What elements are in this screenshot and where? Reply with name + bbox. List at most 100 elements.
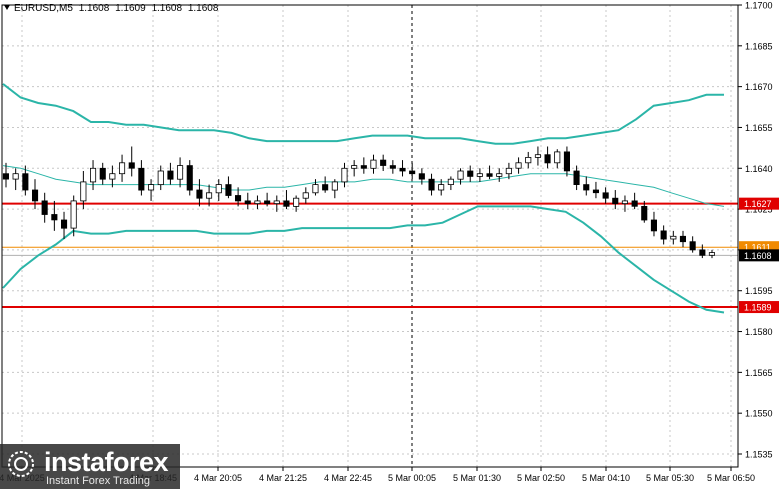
x-tick-label: 4 Mar 20:05	[194, 473, 242, 483]
bid-price-label-bg	[739, 249, 779, 262]
candle-body	[438, 184, 445, 191]
low-value: 1.1608	[151, 3, 183, 14]
x-tick-label: 5 Mar 05:30	[646, 473, 694, 483]
candle-body	[176, 165, 184, 180]
candle-body	[293, 197, 300, 207]
candle-body	[467, 170, 474, 177]
candle-body	[592, 189, 599, 194]
y-tick-label: 1.1670	[745, 82, 773, 92]
candle-body	[138, 167, 145, 191]
candle-body	[51, 214, 58, 221]
candle-body	[679, 235, 686, 243]
candle-body	[109, 173, 116, 180]
brand-ring-icon	[8, 451, 34, 477]
candle-body	[119, 162, 126, 175]
candle-body	[486, 173, 493, 177]
y-tick-label: 1.1685	[745, 41, 773, 51]
candle-body	[205, 192, 213, 199]
bollinger-lower	[2, 205, 725, 314]
y-tick-label: 1.1550	[745, 409, 773, 419]
candle-body	[544, 154, 551, 164]
candle-body	[554, 151, 561, 164]
candle-body	[273, 200, 280, 204]
candle-body	[563, 151, 570, 172]
level-price-label: 1.1589	[744, 303, 772, 313]
brand-tagline: Instant Forex Trading	[46, 475, 150, 487]
candle-body	[128, 162, 135, 169]
bid-price-label: 1.1608	[744, 251, 772, 261]
candle-body	[41, 200, 48, 215]
candle-body	[186, 165, 193, 191]
candle-body	[583, 184, 590, 191]
candle-body	[505, 167, 512, 175]
candle-body	[351, 165, 358, 169]
candle-body	[496, 173, 503, 177]
candle-body	[418, 173, 425, 180]
candle-body	[612, 197, 619, 204]
candle-body	[370, 159, 377, 169]
candle-body	[302, 192, 309, 199]
candle-body	[244, 200, 251, 204]
candle-body	[476, 173, 483, 177]
candle-body	[147, 184, 155, 191]
candle-body	[61, 219, 68, 229]
x-tick-label: 5 Mar 01:30	[453, 473, 501, 483]
x-tick-label: 5 Mar 00:05	[388, 473, 436, 483]
open-value: 1.1608	[78, 3, 110, 14]
x-tick-label: 5 Mar 04:10	[582, 473, 630, 483]
bollinger-bands	[2, 83, 725, 314]
candle-body	[573, 170, 580, 186]
y-tick-label: 1.1700	[745, 1, 773, 11]
candle-body	[457, 170, 464, 180]
candle-body	[234, 195, 242, 202]
price-line-label: 1.1611	[744, 243, 771, 253]
candle-body	[32, 189, 39, 202]
candle-body	[22, 173, 29, 191]
level-price-label-bg	[739, 301, 779, 314]
candle-body	[341, 167, 348, 183]
bollinger-middle	[2, 165, 725, 207]
candle-body	[215, 184, 222, 194]
candle-body	[399, 167, 406, 172]
candle-body	[689, 241, 696, 251]
y-tick-label: 1.1640	[745, 164, 773, 174]
candle-body	[534, 154, 541, 158]
candle-body	[650, 219, 657, 232]
candle-body	[428, 178, 435, 191]
candle-body	[99, 167, 106, 180]
level-price-label: 1.1627	[744, 199, 772, 209]
dropdown-triangle-icon[interactable]	[4, 4, 10, 10]
brand-name: instaforex	[44, 447, 169, 477]
x-tick-label: 5 Mar 06:50	[707, 473, 755, 483]
candle-body	[525, 156, 532, 164]
candle-body	[70, 200, 77, 229]
y-tick-label: 1.1595	[745, 286, 773, 296]
candle-body	[331, 181, 338, 191]
candle-body	[283, 200, 290, 207]
candle-body	[360, 165, 367, 169]
x-tick-label: 5 Mar 02:50	[517, 473, 565, 483]
y-tick-label: 1.1655	[745, 123, 773, 133]
candle-body	[322, 184, 329, 191]
candle-body	[312, 184, 319, 194]
plot-frame	[1, 4, 739, 468]
candle-body	[167, 170, 174, 180]
x-tick-label: 4 Mar 22:45	[324, 473, 372, 483]
chart-header: EURUSD,M5 1.1608 1.1609 1.1608 1.1608	[4, 3, 221, 14]
candle-body	[602, 192, 609, 199]
candle-body	[515, 162, 522, 169]
horizontal-levels	[2, 202, 738, 309]
level-price-label-bg	[739, 197, 779, 210]
candle-body	[699, 249, 706, 256]
candle-body	[641, 205, 648, 221]
candle-body	[90, 167, 97, 183]
candle-body	[380, 159, 387, 166]
candle-body	[2, 173, 10, 180]
close-value: 1.1608	[187, 3, 219, 14]
axes: 1.17001.16851.16701.16551.16401.16251.16…	[0, 1, 773, 484]
y-tick-label: 1.1535	[745, 450, 773, 460]
candle-body	[157, 170, 164, 186]
y-tick-label: 1.1565	[745, 368, 773, 378]
